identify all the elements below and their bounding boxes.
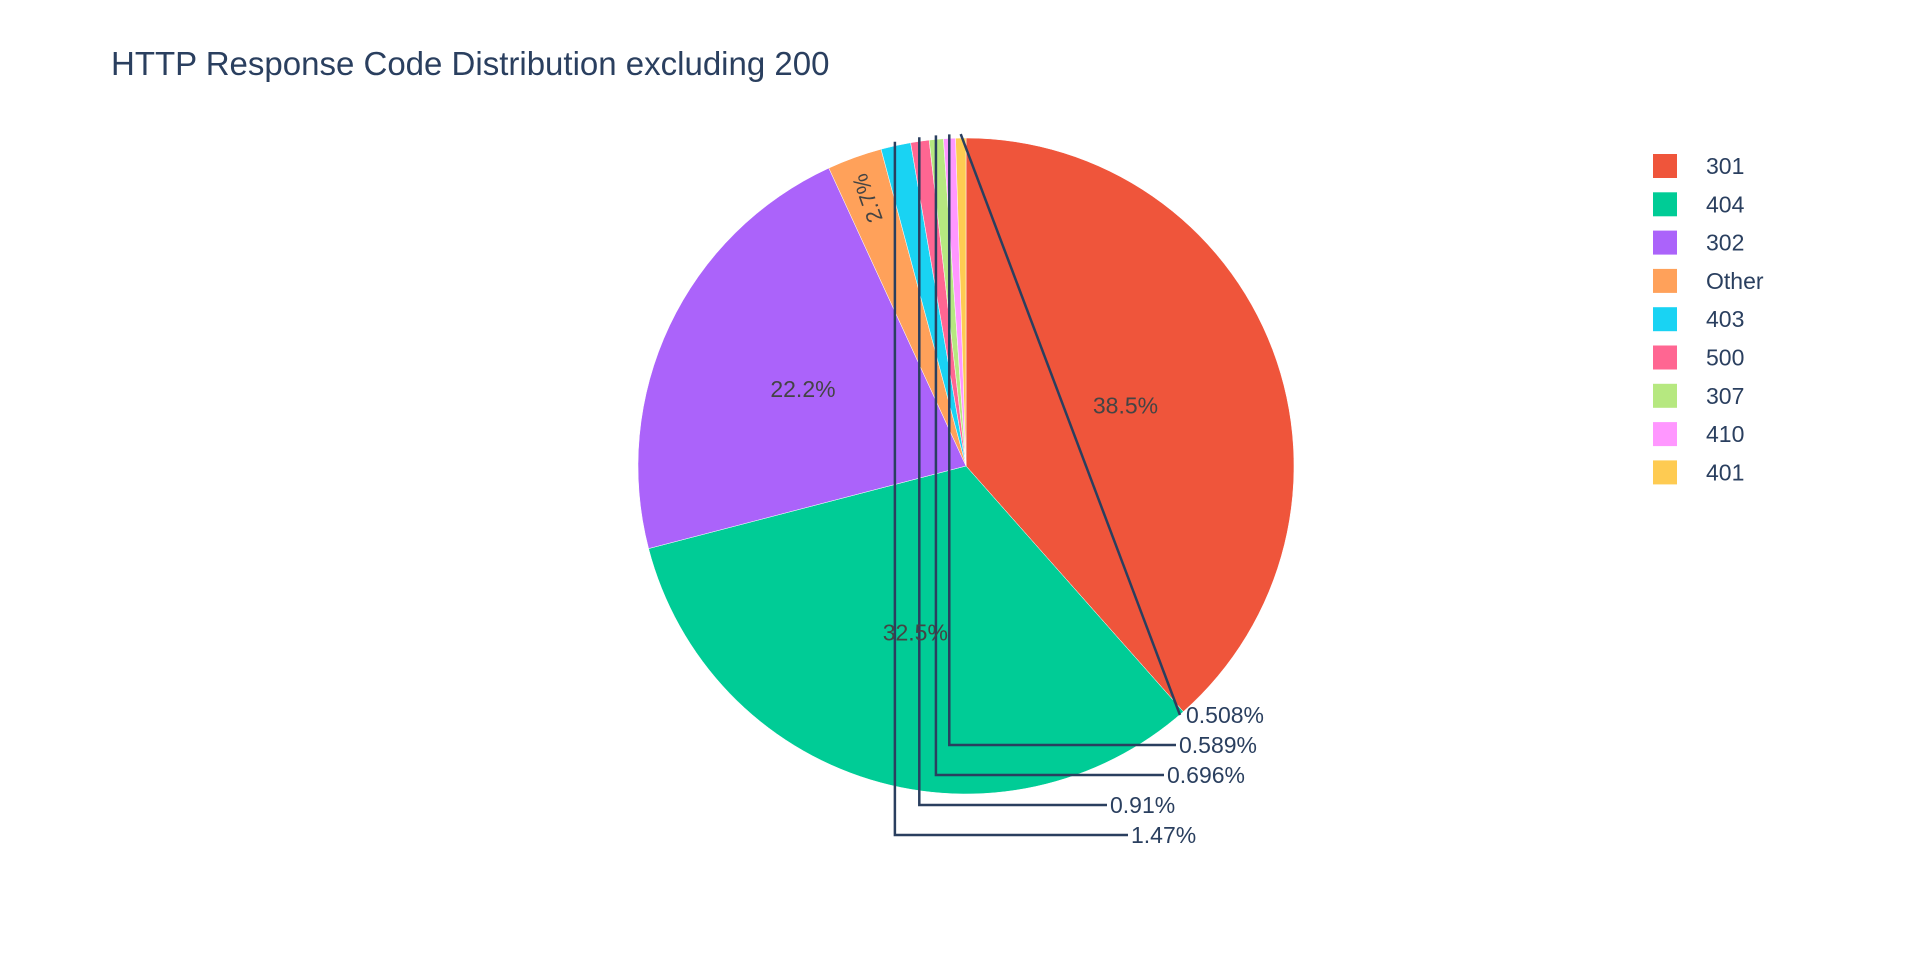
legend-label-410: 410: [1706, 421, 1744, 447]
slice-label-307: 0.696%: [1167, 762, 1245, 788]
leader-lines: [893, 133, 1182, 837]
leader-line-401: [959, 133, 1182, 716]
leader-line-307: [934, 135, 1164, 777]
legend-item-302[interactable]: 302: [1653, 230, 1744, 256]
slice-label-403: 1.47%: [1131, 822, 1196, 848]
legend-swatch-401: [1653, 460, 1677, 485]
legend: 301 404 302 Other 403 500 307 410 401: [1653, 153, 1764, 485]
legend-item-403[interactable]: 403: [1653, 306, 1744, 332]
slice-label-500: 0.91%: [1110, 792, 1175, 818]
legend-swatch-404: [1653, 192, 1677, 217]
pie-slice-401[interactable]: [955, 137, 967, 467]
legend-label-307: 307: [1706, 383, 1744, 409]
legend-item-other[interactable]: Other: [1653, 268, 1764, 294]
pie-slice-404[interactable]: [648, 465, 1184, 795]
legend-swatch-403: [1653, 307, 1677, 332]
pie-slice-301[interactable]: [965, 137, 1295, 713]
slice-label-301: 38.5%: [1093, 393, 1158, 419]
legend-swatch-301: [1653, 154, 1677, 178]
slice-label-410: 0.589%: [1179, 732, 1257, 758]
legend-label-404: 404: [1706, 191, 1745, 217]
legend-swatch-other: [1653, 268, 1677, 293]
legend-swatch-410: [1653, 422, 1677, 447]
slice-label-404: 32.5%: [883, 619, 948, 645]
legend-item-404[interactable]: 404: [1653, 191, 1745, 217]
legend-label-301: 301: [1706, 153, 1744, 179]
slice-label-401: 0.508%: [1186, 702, 1264, 728]
chart-title: HTTP Response Code Distribution excludin…: [111, 45, 829, 82]
legend-swatch-302: [1653, 230, 1677, 255]
pie-slice-302[interactable]: [637, 167, 967, 549]
pie-slices: [637, 137, 1295, 795]
leader-line-403: [893, 141, 1128, 837]
legend-label-302: 302: [1706, 230, 1744, 256]
slice-labels: 38.5%32.5%22.2%2.7%1.47%0.91%0.696%0.589…: [770, 170, 1264, 848]
slice-label-302: 22.2%: [770, 376, 835, 402]
legend-label-500: 500: [1706, 345, 1744, 371]
legend-swatch-307: [1653, 383, 1677, 408]
leader-line-410: [948, 134, 1176, 747]
leader-line-500: [918, 137, 1107, 807]
legend-swatch-500: [1653, 345, 1677, 370]
legend-item-410[interactable]: 410: [1653, 421, 1744, 447]
legend-item-307[interactable]: 307: [1653, 383, 1744, 409]
legend-item-401[interactable]: 401: [1653, 459, 1744, 485]
legend-item-500[interactable]: 500: [1653, 345, 1744, 371]
legend-label-other: Other: [1706, 268, 1764, 294]
legend-item-301[interactable]: 301: [1653, 153, 1744, 179]
legend-label-403: 403: [1706, 306, 1744, 332]
legend-label-401: 401: [1706, 459, 1744, 485]
